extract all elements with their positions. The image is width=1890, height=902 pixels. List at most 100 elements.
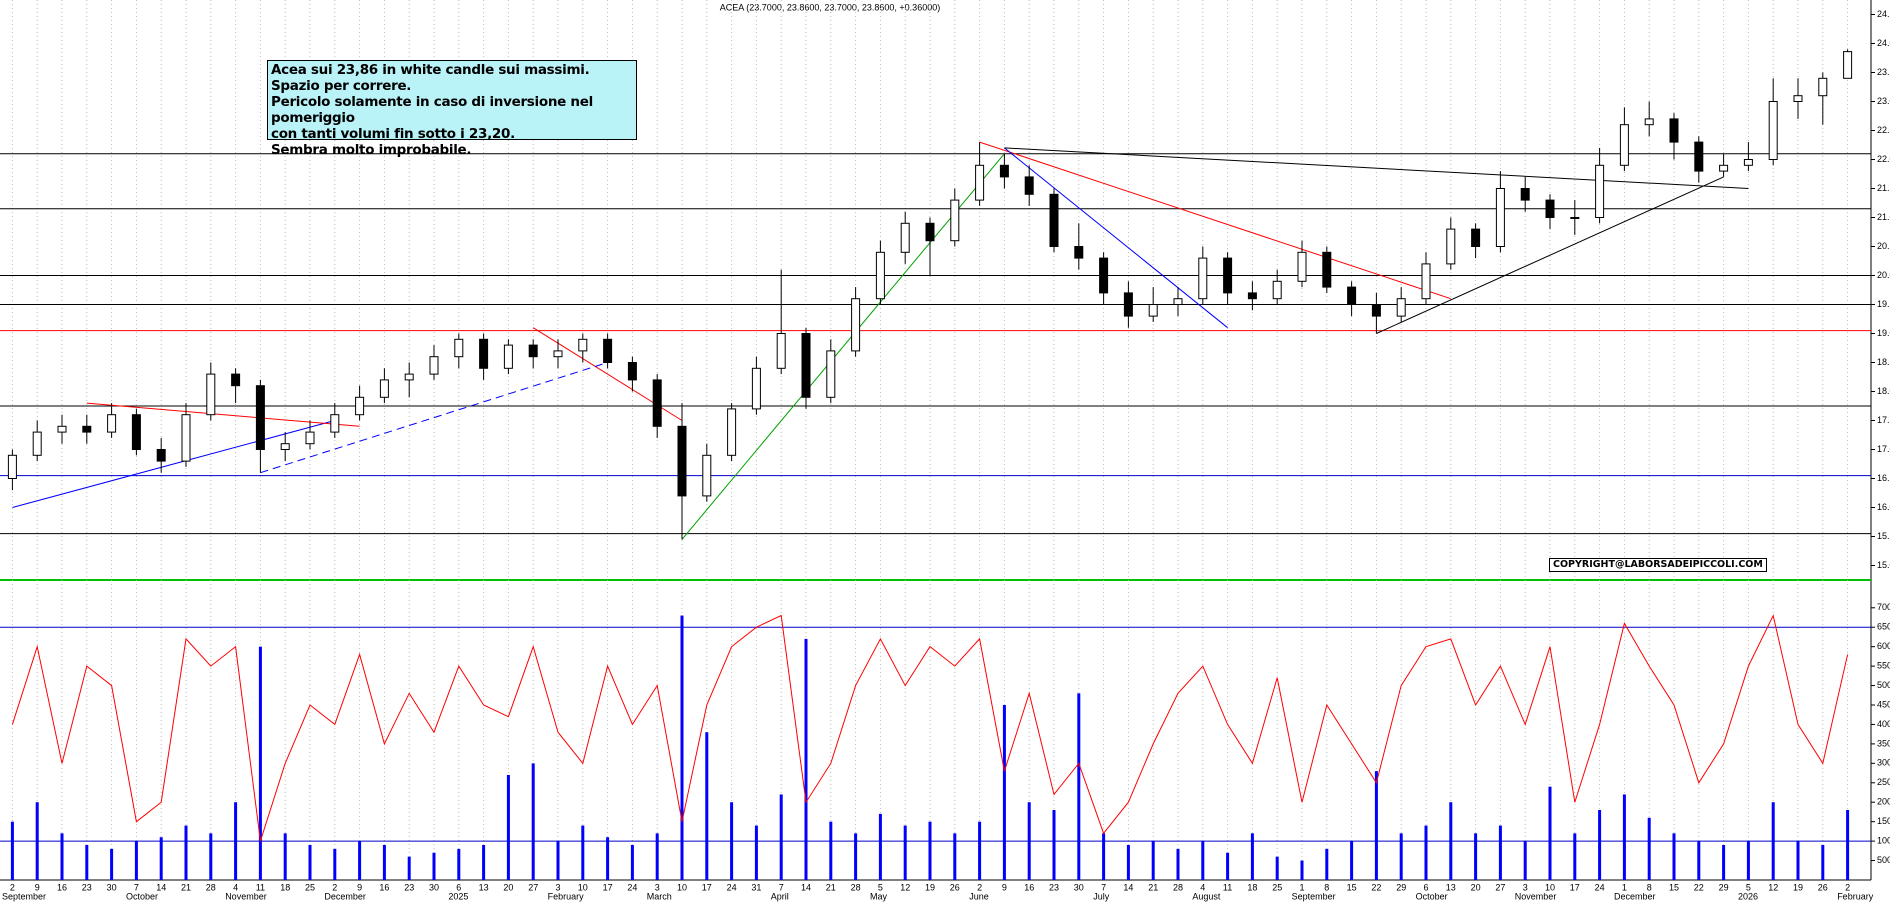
y-tick-label: 23.5 [1877,67,1890,77]
note-line: Acea sui 23,86 in white candle sui massi… [271,62,590,78]
x-tick-label: 24 [627,882,637,892]
candle-body [1371,304,1381,317]
volume-bar [1002,705,1006,880]
volume-bar [1102,833,1106,880]
note-line: Pericolo solamente in caso di inversione… [271,94,593,126]
y-tick-label: 35000 [1877,738,1890,748]
x-tick-label: 31 [751,882,761,892]
x-tick-label: 24 [1595,882,1605,892]
volume-bar [1598,810,1602,880]
x-tick-label: 9 [1002,882,1007,892]
y-tick-label: 15.0 [1877,560,1890,570]
candle-body [1049,193,1059,248]
y-tick-label: 5000 [1877,855,1890,865]
candle-body [379,379,389,398]
candle-body [429,356,439,375]
volume-bar [1424,825,1428,880]
candle-body [1247,292,1257,300]
volume-bar [209,833,213,880]
volume-bar [1325,848,1329,880]
x-tick-label: 18 [280,882,290,892]
x-tick-label: 7 [1101,882,1106,892]
x-tick-label: 3 [1523,882,1528,892]
candle-body [950,199,960,242]
volume-bar [308,845,312,880]
x-tick-label: 9 [357,882,362,892]
x-tick-label: 19 [1793,882,1803,892]
candle-body [528,344,538,358]
y-tick-label: 55000 [1877,660,1890,670]
volume-bar [358,841,362,880]
volume-bar [779,794,783,880]
candle-body [1074,246,1084,259]
candle-body [330,414,340,433]
y-tick-label: 15.5 [1877,531,1890,541]
volume-bar [407,856,411,880]
candle-body [851,298,861,352]
candle-body [156,449,166,462]
volume-bar [1796,841,1800,880]
x-tick-label: 22 [1371,882,1381,892]
x-tick-label: 5 [1746,882,1751,892]
x-tick-label: 17 [702,882,712,892]
y-tick-label: 22.0 [1877,154,1890,164]
note-box: Acea sui 23,86 in white candle sui massi… [267,60,637,158]
x-tick-label: 29 [1719,882,1729,892]
trendline [1004,147,1749,189]
volume-bar [283,833,287,880]
y-tick-label: 20.0 [1877,270,1890,280]
x-tick-label: 26 [950,882,960,892]
candle-body [1619,124,1629,166]
candle-body [1421,263,1431,300]
candle-body [627,362,637,381]
y-tick-label: 25000 [1877,777,1890,787]
x-tick-label: 14 [1123,882,1133,892]
candle-body [305,431,315,445]
y-tick-label: 60000 [1877,641,1890,651]
volume-bar [85,845,89,880]
candle-body [900,222,910,253]
volume-bar [1399,833,1403,880]
volume-bar [234,802,238,880]
volume-bar [1474,833,1478,880]
note-line: Sembra molto improbabile. [271,142,472,158]
x-tick-label: 23 [404,882,414,892]
x-tick-label: 2 [10,882,15,892]
volume-bar [829,821,833,880]
candle-body [1694,141,1704,172]
volume-bar [953,833,957,880]
candle-body [131,414,141,451]
y-tick-label: 23.0 [1877,96,1890,106]
candle-body [1545,199,1555,219]
volume-bar [1573,833,1577,880]
candle-body [1595,164,1605,219]
candle-body [1322,251,1332,288]
candle-body [1843,51,1853,79]
x-tick-label: 22 [1694,882,1704,892]
candle-body [553,350,563,358]
volume-bar [680,615,684,880]
x-tick-label: 20 [1471,882,1481,892]
x-tick-label: 7 [779,882,784,892]
x-tick-label: 29 [1396,882,1406,892]
x-tick-label: 23 [82,882,92,892]
x-tick-label: 8 [1324,882,1329,892]
month-label: August [1192,891,1221,901]
candle-body [454,338,464,358]
month-label: 2026 [1738,891,1758,901]
candle-body [1223,257,1233,294]
x-tick-label: 23 [1049,882,1059,892]
volume-bar [10,821,14,880]
candle-body [751,367,761,410]
y-tick-label: 45000 [1877,699,1890,709]
trendline [1004,147,1228,329]
candle-body [677,425,687,497]
volume-bar [1548,786,1552,880]
volume-bar [1771,802,1775,880]
x-tick-label: 13 [1446,882,1456,892]
candle-body [875,251,885,300]
candle-body [1644,118,1654,126]
month-label: July [1093,891,1110,901]
x-tick-label: 1 [1299,882,1304,892]
x-tick-label: 11 [256,882,265,892]
